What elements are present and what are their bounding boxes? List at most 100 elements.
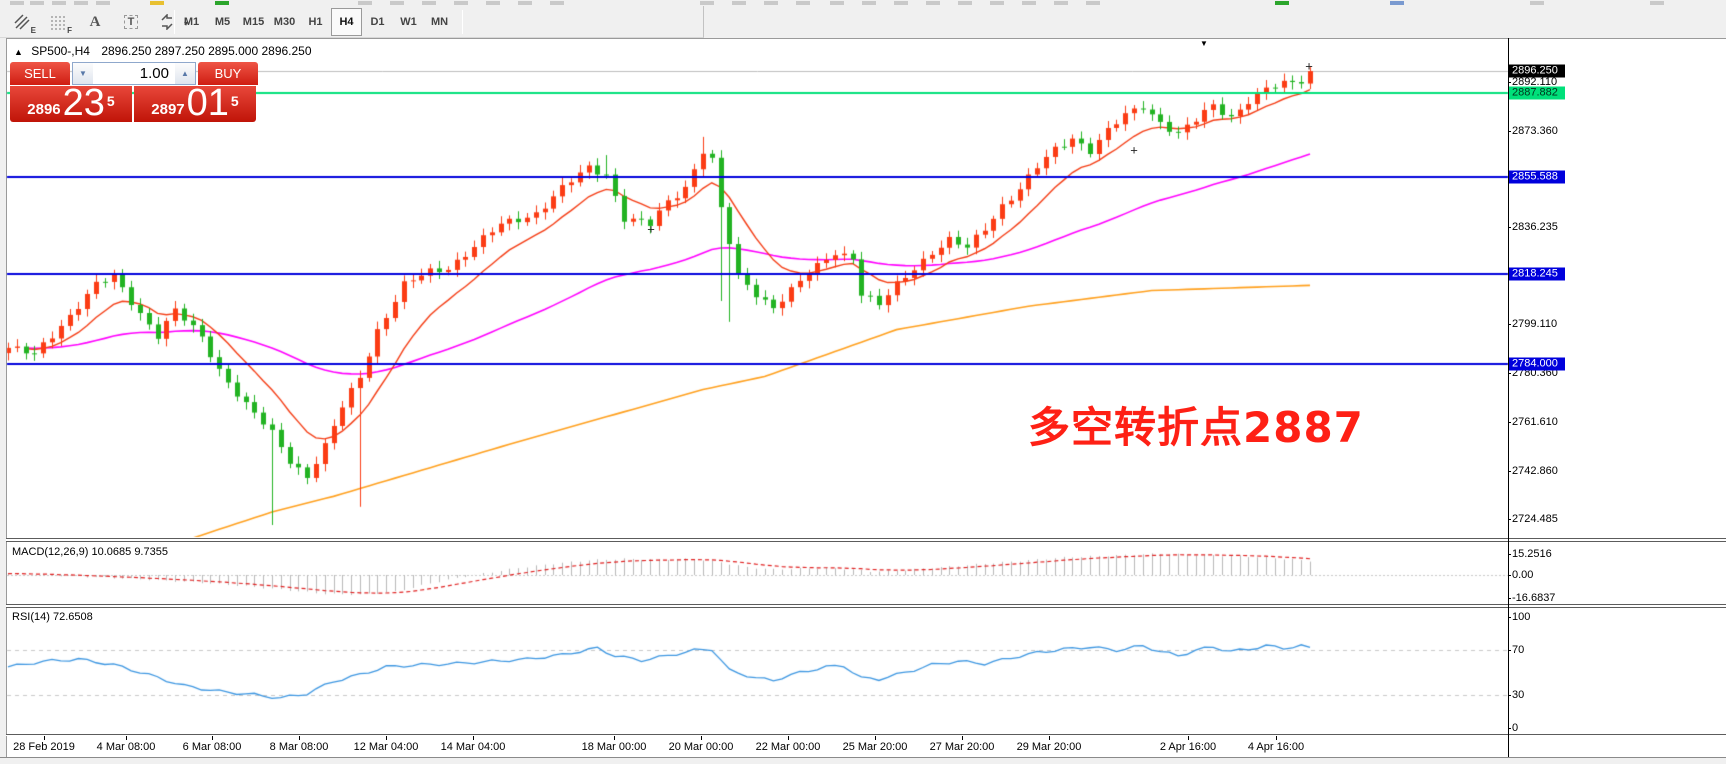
tick-mark xyxy=(1508,728,1511,729)
panel-separator-main-macd[interactable] xyxy=(6,538,1726,542)
price-level-tag: 2818.245 xyxy=(1509,267,1565,281)
price-axis-tick: 2799.110 xyxy=(1508,318,1557,330)
tick-mark xyxy=(1508,553,1511,555)
time-tick-mark xyxy=(962,736,963,740)
price-axis-tick: 2761.610 xyxy=(1508,416,1558,428)
current-price-tag: 2896.250 xyxy=(1509,64,1565,78)
pivot-annotation-text: 多空转折点2887 xyxy=(1028,403,1364,452)
price-axis-tick: 2873.360 xyxy=(1508,125,1558,137)
volume-increase-button[interactable]: ▲ xyxy=(175,63,195,84)
crosshair-mark: + xyxy=(1305,58,1313,74)
time-axis-label: 20 Mar 00:00 xyxy=(668,741,734,753)
time-tick-mark xyxy=(386,736,387,740)
macd-title: MACD(12,26,9) xyxy=(12,546,89,558)
one-click-trading-panel: SELL ▼ ▲ BUY 2896 23 5 2897 01 5 xyxy=(10,62,258,122)
tick-mark xyxy=(1508,598,1511,600)
time-tick-mark xyxy=(875,736,876,740)
time-axis-label: 22 Mar 00:00 xyxy=(755,741,821,753)
time-axis-label: 27 Mar 20:00 xyxy=(929,741,995,753)
tick-mark xyxy=(1508,130,1511,132)
time-axis-label: 2 Apr 16:00 xyxy=(1159,741,1217,753)
time-axis-label: 25 Mar 20:00 xyxy=(842,741,908,753)
crosshair-mark: + xyxy=(647,221,655,237)
one-click-collapse-toggle[interactable]: ▲ xyxy=(14,47,23,57)
window-bottom-edge xyxy=(0,757,1726,764)
tick-mark xyxy=(1508,575,1511,576)
rsi-value: 72.6508 xyxy=(52,611,93,623)
buy-quote-button[interactable]: 2897 01 5 xyxy=(134,82,256,124)
macd-label: MACD(12,26,9) 10.0685 9.7355 xyxy=(12,546,168,558)
tick-mark xyxy=(1508,470,1511,472)
price-axis-tick: 2724.485 xyxy=(1508,513,1558,525)
macd-main-value: 10.0685 xyxy=(91,546,132,558)
tick-mark xyxy=(1508,617,1511,618)
tick-mark xyxy=(1508,421,1511,423)
time-tick-mark xyxy=(614,736,615,740)
time-axis-label: 28 Feb 2019 xyxy=(13,741,75,753)
rsi-scale-label: 30 xyxy=(1508,689,1524,701)
time-axis-label: 29 Mar 20:00 xyxy=(1016,741,1082,753)
time-tick-mark xyxy=(212,736,213,740)
price-axis-tick: 2836.235 xyxy=(1508,221,1558,233)
rsi-scale-label: 100 xyxy=(1508,611,1530,623)
time-tick-mark xyxy=(701,736,702,740)
macd-scale-label: 0.00 xyxy=(1508,569,1533,581)
time-tick-mark xyxy=(299,736,300,740)
tick-mark xyxy=(1508,694,1511,696)
tick-mark xyxy=(1508,324,1511,326)
buy-button[interactable]: BUY xyxy=(198,62,258,85)
macd-scale-label: 15.2516 xyxy=(1508,548,1552,560)
tick-mark xyxy=(1508,81,1511,83)
rsi-title: RSI(14) xyxy=(12,611,50,623)
price-level-tag: 2887.882 xyxy=(1509,86,1565,100)
volume-decrease-button[interactable]: ▼ xyxy=(73,63,93,84)
time-axis-label: 4 Apr 16:00 xyxy=(1247,741,1305,753)
buy-price-sup: 5 xyxy=(230,93,239,109)
tick-mark xyxy=(1508,227,1511,229)
symbol-period-label: SP500-,H4 xyxy=(31,44,90,58)
rsi-scale-label: 70 xyxy=(1508,644,1524,656)
sell-price-sup: 5 xyxy=(106,93,115,109)
time-tick-mark xyxy=(1276,736,1277,740)
sell-quote-button[interactable]: 2896 23 5 xyxy=(10,82,132,124)
tick-mark xyxy=(1508,650,1511,652)
price-axis-tick: 2892.110 xyxy=(1508,76,1557,88)
buy-price-big: 01 xyxy=(186,82,229,124)
time-axis-label: 14 Mar 04:00 xyxy=(440,741,506,753)
sell-button[interactable]: SELL xyxy=(10,62,70,85)
chart-ohlc-header: ▲ SP500-,H4 2896.250 2897.250 2895.000 2… xyxy=(14,44,312,58)
crosshair-mark: + xyxy=(1130,142,1138,158)
chart-shift-marker[interactable]: ▼ xyxy=(1200,39,1208,48)
panel-separator-rsi-time xyxy=(6,734,1726,736)
time-axis-label: 8 Mar 08:00 xyxy=(269,741,329,753)
price-level-tag: 2784.000 xyxy=(1509,357,1565,370)
price-level-tag: 2855.588 xyxy=(1509,170,1565,184)
time-tick-mark xyxy=(1049,736,1050,740)
time-tick-mark xyxy=(473,736,474,740)
macd-scale-label: -16.6837 xyxy=(1508,592,1555,604)
tick-mark xyxy=(1508,518,1511,520)
time-tick-mark xyxy=(44,736,45,740)
tick-mark xyxy=(1508,372,1511,374)
time-axis-label: 18 Mar 00:00 xyxy=(581,741,647,753)
time-tick-mark xyxy=(1188,736,1189,740)
rsi-label: RSI(14) 72.6508 xyxy=(12,611,93,623)
sell-price-big: 23 xyxy=(62,82,105,124)
price-axis-tick: 2742.860 xyxy=(1508,465,1558,477)
time-tick-mark xyxy=(126,736,127,740)
volume-input[interactable] xyxy=(93,63,175,84)
time-tick-mark xyxy=(788,736,789,740)
volume-spinner: ▼ ▲ xyxy=(72,62,196,85)
price-axis-border xyxy=(1508,38,1509,757)
buy-price-base: 2897 xyxy=(151,101,185,118)
ohlc-values: 2896.250 2897.250 2895.000 2896.250 xyxy=(101,44,312,58)
time-axis-label: 4 Mar 08:00 xyxy=(96,741,156,753)
macd-signal-value: 9.7355 xyxy=(134,546,168,558)
time-axis-label: 12 Mar 04:00 xyxy=(353,741,419,753)
rsi-scale-label: 0 xyxy=(1508,722,1518,734)
sell-price-base: 2896 xyxy=(27,101,61,118)
panel-separator-macd-rsi[interactable] xyxy=(6,604,1726,608)
time-axis-label: 6 Mar 08:00 xyxy=(182,741,242,753)
